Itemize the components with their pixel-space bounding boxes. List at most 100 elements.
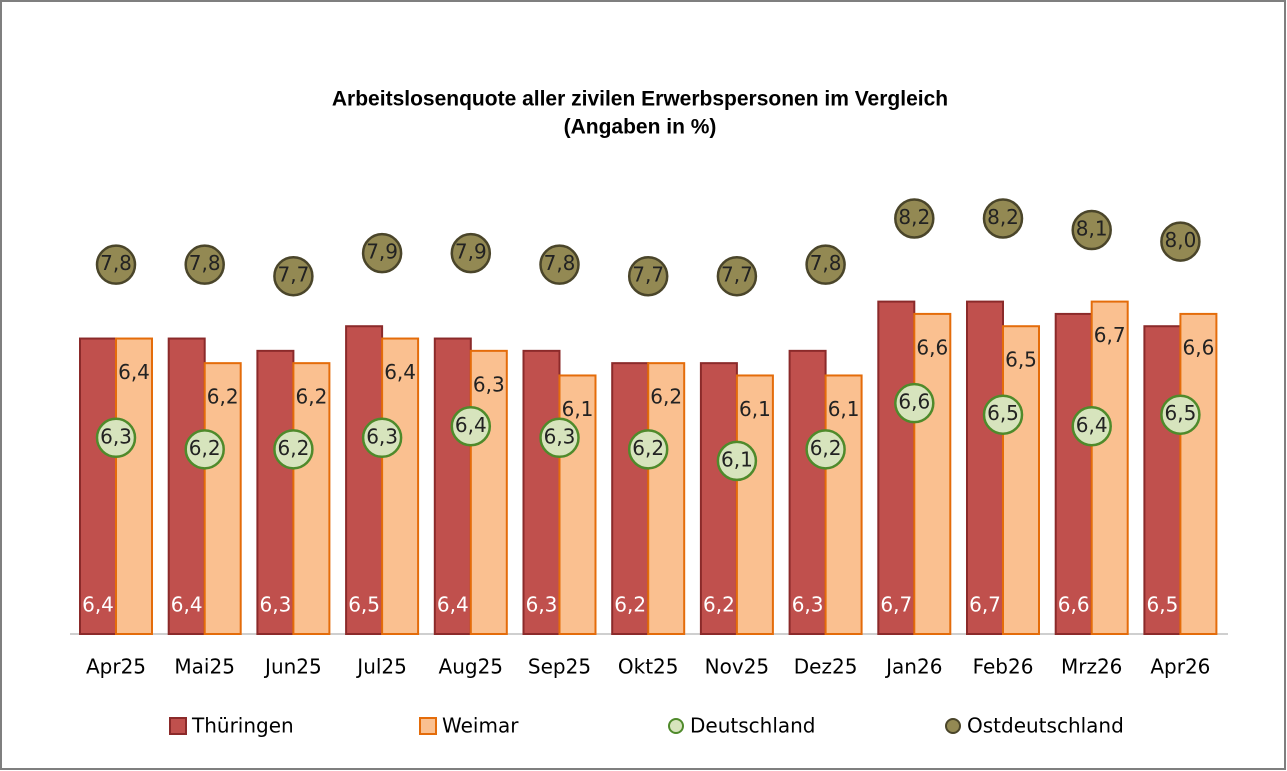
bar <box>203 362 242 635</box>
data-label: 6,1 <box>739 397 771 421</box>
bar <box>611 362 650 635</box>
data-label: 6,5 <box>1164 401 1196 425</box>
data-label: 6,2 <box>207 385 239 409</box>
legend-label: Thüringen <box>191 714 294 738</box>
data-label: 6,3 <box>544 424 576 448</box>
bar <box>1054 312 1093 635</box>
marker <box>361 232 403 274</box>
data-label: 6,1 <box>721 447 753 471</box>
data-label: 8,2 <box>898 205 930 229</box>
bar <box>381 337 420 635</box>
marker <box>894 198 935 239</box>
data-label: 6,5 <box>348 593 380 617</box>
data-label: 6,4 <box>455 413 487 437</box>
data-label: 7,8 <box>189 251 221 275</box>
data-label: 7,9 <box>455 240 487 264</box>
data-label: 6,3 <box>366 424 398 448</box>
data-label: 6,4 <box>1076 413 1108 437</box>
chart-title: Arbeitslosenquote aller zivilen Erwerbsp… <box>332 88 948 111</box>
marker <box>805 429 846 470</box>
marker <box>95 417 137 459</box>
legend-swatch <box>945 718 961 734</box>
data-label: 6,2 <box>295 385 327 409</box>
marker <box>627 255 669 297</box>
legend-label: Weimar <box>442 714 519 738</box>
bar <box>115 337 153 635</box>
marker <box>184 429 225 470</box>
data-label: 7,9 <box>366 240 398 264</box>
marker <box>273 429 314 470</box>
data-label: 6,3 <box>259 593 291 617</box>
bar <box>647 362 686 635</box>
data-label: 7,7 <box>277 263 309 287</box>
marker <box>627 429 669 470</box>
data-label: 6,6 <box>898 390 930 414</box>
bar <box>1179 312 1218 635</box>
data-label: 6,7 <box>1094 323 1126 347</box>
x-tick-label: Mai25 <box>174 655 235 679</box>
marker <box>716 255 758 297</box>
bar <box>256 349 295 635</box>
marker <box>361 417 403 459</box>
data-label: 6,3 <box>526 593 558 617</box>
data-label: 6,5 <box>1005 348 1037 372</box>
bar <box>735 374 774 635</box>
data-label: 7,7 <box>721 263 753 287</box>
data-label: 6,3 <box>100 424 132 448</box>
data-label: 6,2 <box>650 385 682 409</box>
data-label: 8,1 <box>1076 217 1108 241</box>
bar <box>1090 300 1129 635</box>
bar <box>824 374 863 635</box>
data-label: 6,4 <box>118 360 150 384</box>
data-label: 6,3 <box>792 593 824 617</box>
legend-label: Deutschland <box>690 714 816 738</box>
bar <box>345 325 384 635</box>
data-label: 6,5 <box>1146 593 1178 617</box>
bar <box>433 337 472 635</box>
data-label: 6,1 <box>828 397 860 421</box>
data-label: 6,3 <box>473 372 505 396</box>
data-label: 6,6 <box>1058 593 1090 617</box>
bar <box>966 300 1004 635</box>
chart-subtitle: (Angaben in %) <box>564 116 717 139</box>
x-tick-label: Nov25 <box>705 655 769 679</box>
bar <box>1002 325 1040 635</box>
bar <box>292 362 331 635</box>
data-label: 6,2 <box>810 436 842 460</box>
x-tick-label: Apr25 <box>86 655 146 679</box>
marker <box>539 244 580 285</box>
data-label: 6,2 <box>189 436 221 460</box>
marker <box>184 244 225 285</box>
marker <box>450 406 492 447</box>
marker <box>894 382 935 424</box>
marker <box>982 394 1024 435</box>
marker <box>982 198 1024 239</box>
bar <box>1143 325 1182 635</box>
data-label: 6,4 <box>82 593 114 617</box>
bar <box>167 337 206 635</box>
data-label: 6,6 <box>1182 335 1214 359</box>
data-label: 6,2 <box>614 593 646 617</box>
legend-label: Ostdeutschland <box>967 714 1124 738</box>
x-tick-label: Aug25 <box>439 655 504 679</box>
data-label: 6,4 <box>384 360 416 384</box>
data-label: 6,5 <box>987 401 1019 425</box>
x-tick-label: Jan26 <box>884 655 942 679</box>
data-label: 8,2 <box>987 205 1019 229</box>
marker <box>1071 406 1112 447</box>
data-label: 6,1 <box>562 397 594 421</box>
data-label: 6,2 <box>277 436 309 460</box>
data-label: 6,7 <box>880 593 912 617</box>
x-tick-label: Sep25 <box>528 655 591 679</box>
bar <box>79 337 117 635</box>
x-tick-label: Jul25 <box>355 655 407 679</box>
data-label: 7,8 <box>100 251 132 275</box>
legend-swatch <box>169 717 187 735</box>
data-label: 6,7 <box>969 593 1001 617</box>
x-tick-label: Okt25 <box>618 655 679 679</box>
bar <box>469 349 508 635</box>
marker <box>273 255 314 297</box>
x-tick-label: Dez25 <box>794 655 858 679</box>
marker <box>716 440 758 482</box>
x-tick-label: Mrz26 <box>1061 655 1122 679</box>
